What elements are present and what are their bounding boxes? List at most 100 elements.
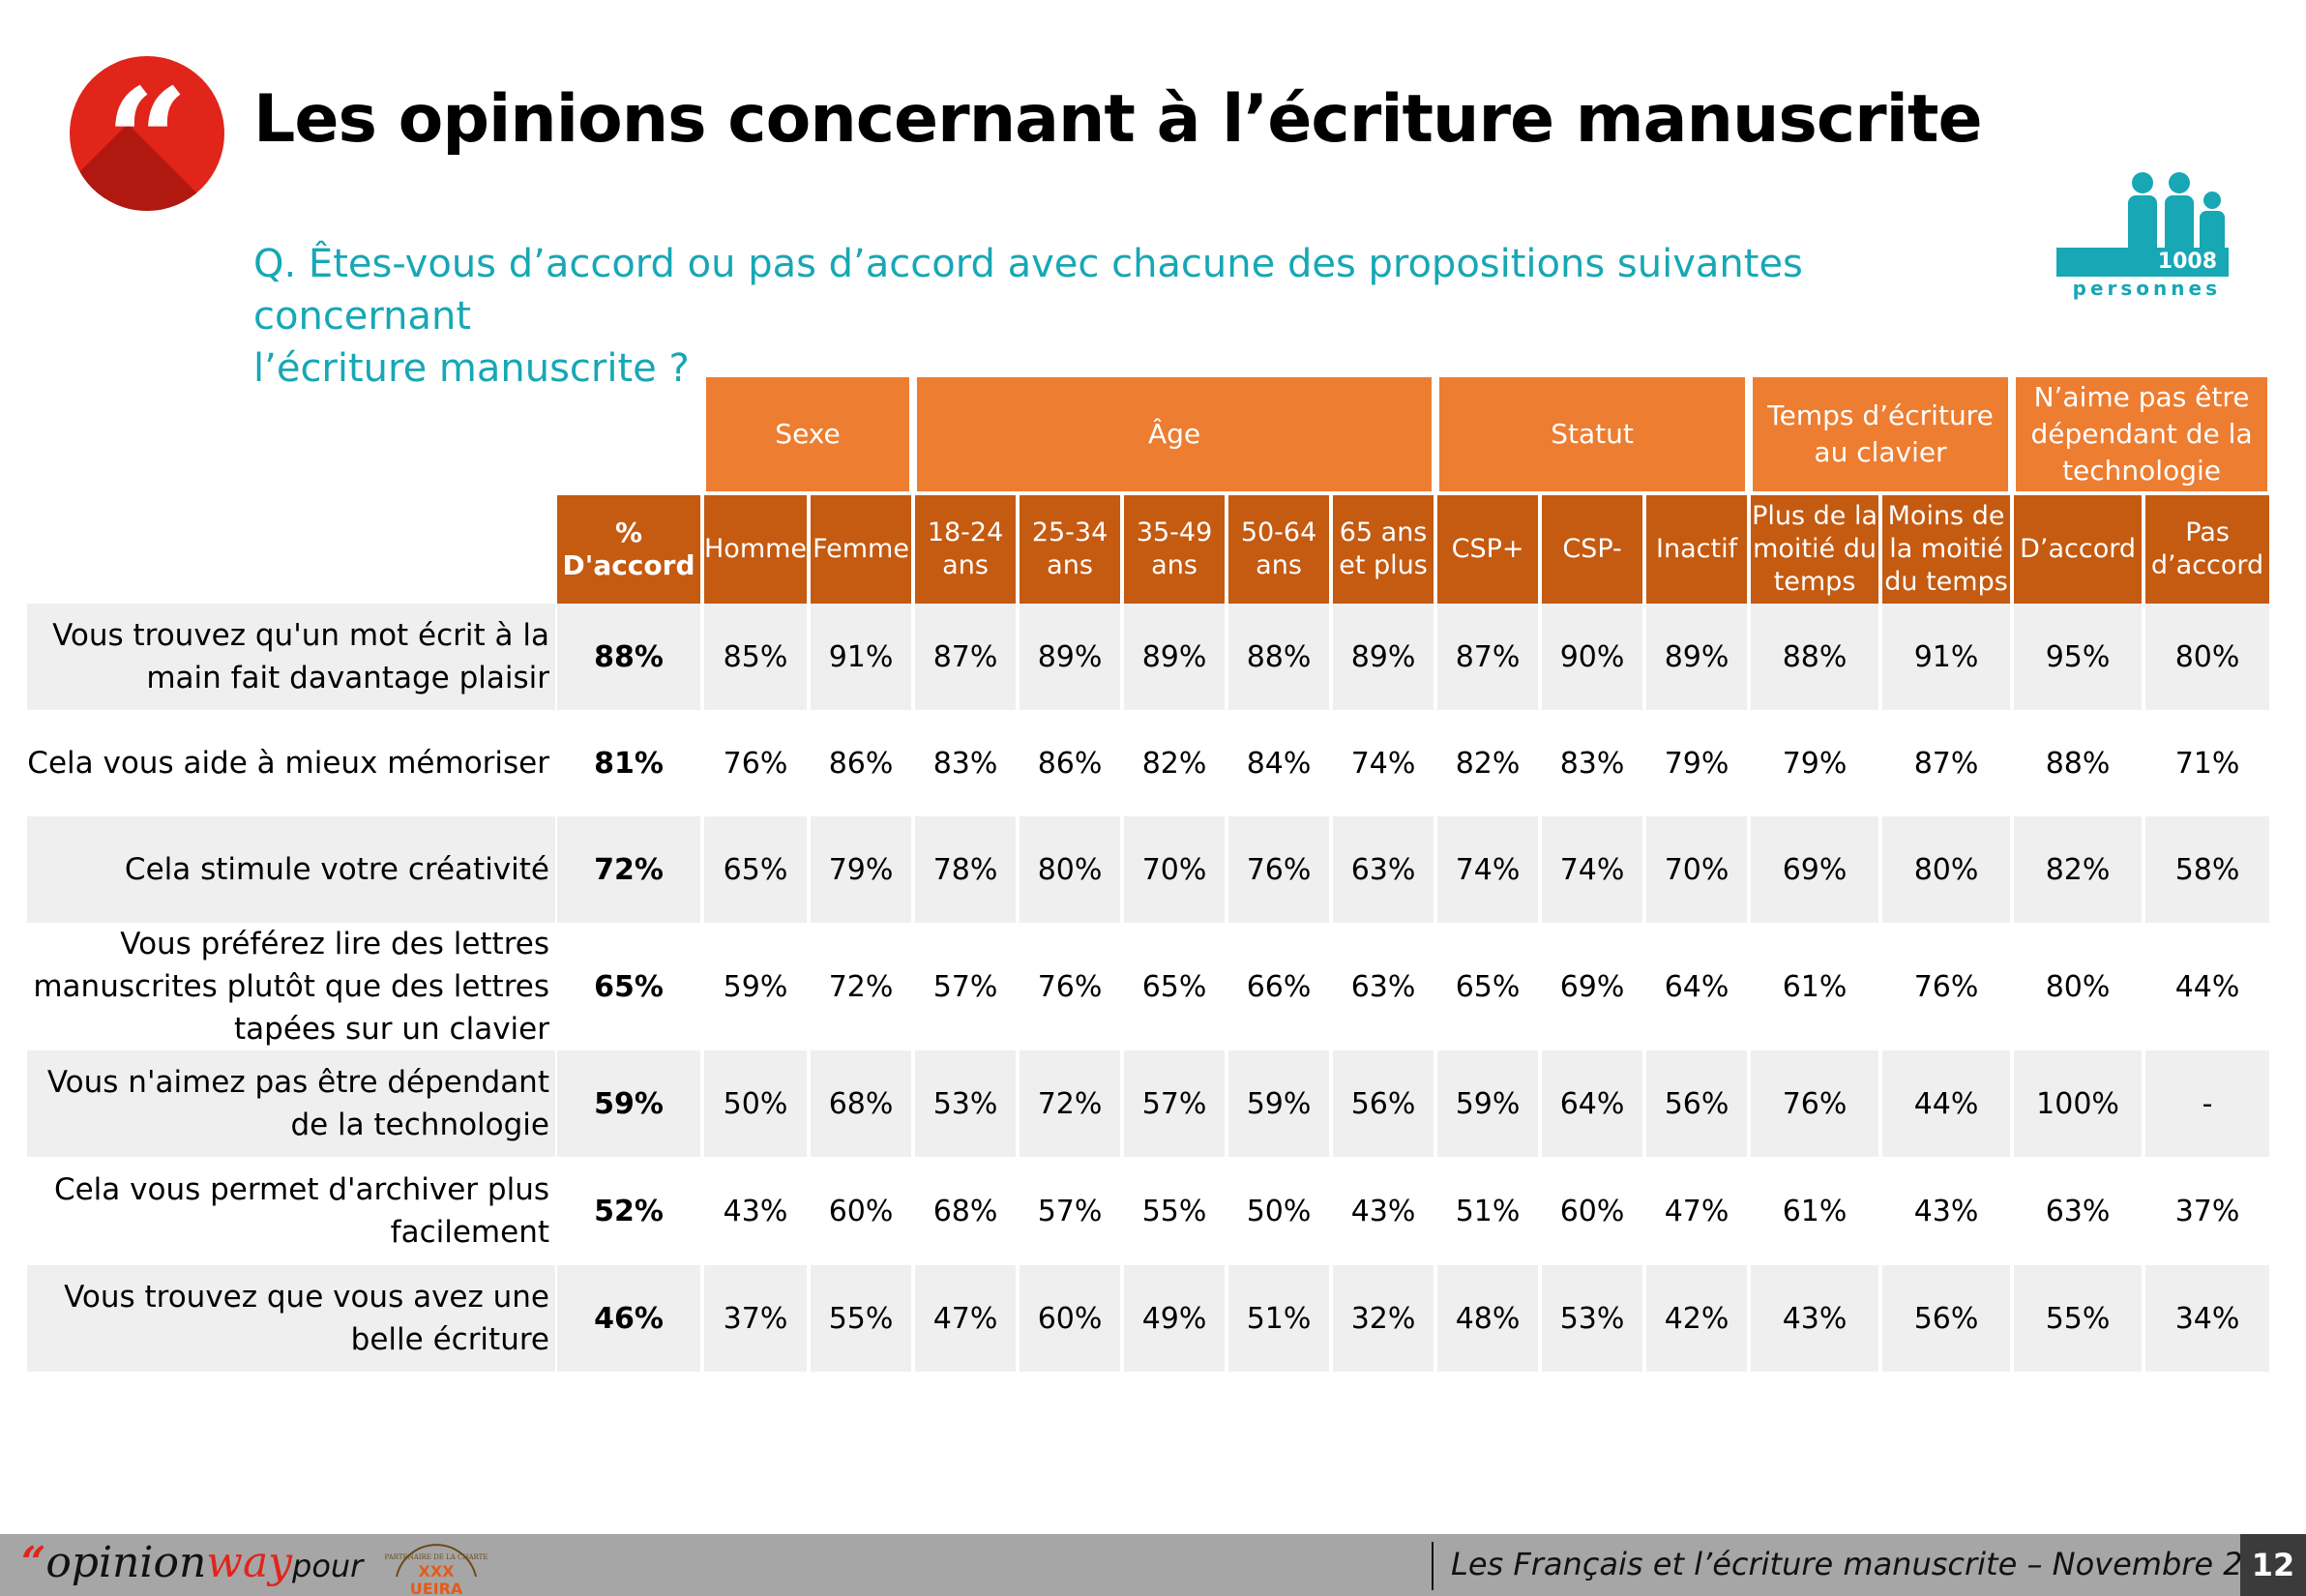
table-cell: 82%: [1122, 710, 1227, 816]
table-cell: 87%: [1435, 604, 1541, 710]
table-cell: 89%: [1331, 604, 1436, 710]
table-cell: 72%: [1018, 1050, 1123, 1157]
partner-logo-arc-text: PARTENAIRE DE LA CHARTE: [385, 1553, 488, 1561]
table-cell: 76%: [1749, 1050, 1881, 1157]
table-cell: 68%: [809, 1050, 914, 1157]
table-cell: 37%: [2143, 1157, 2272, 1265]
column-header: D’accord: [2012, 491, 2144, 604]
table-cell: 44%: [2143, 923, 2272, 1050]
row-label: Vous préférez lire des lettres manuscrit…: [27, 923, 555, 1050]
table-row: Vous trouvez que vous avez une belle écr…: [27, 1265, 2272, 1372]
opinionway-logo: “opinionway: [21, 1538, 293, 1587]
table-cell: 60%: [809, 1157, 914, 1265]
table-cell: 55%: [809, 1265, 914, 1372]
table-cell: 71%: [2143, 710, 2272, 816]
table-cell: 82%: [2012, 816, 2144, 923]
table-cell: 74%: [1540, 816, 1645, 923]
table-cell: 65%: [1122, 923, 1227, 1050]
table-cell: 84%: [1227, 710, 1332, 816]
table-cell: -: [2143, 1050, 2272, 1157]
table-cell: 83%: [913, 710, 1019, 816]
table-cell: 68%: [913, 1157, 1019, 1265]
table-cell: 80%: [1880, 816, 2013, 923]
column-group-header: Statut: [1435, 377, 1750, 491]
column-header: Plus de la moitié du temps: [1749, 491, 1881, 604]
table-cell: 55%: [1122, 1157, 1227, 1265]
table-cell: 76%: [702, 710, 810, 816]
results-table: Sexe Âge Statut Temps d’écriture au clavier…: [27, 377, 2272, 1372]
table-cell: 56%: [1331, 1050, 1436, 1157]
table-cell: 86%: [1018, 710, 1123, 816]
table-cell: 43%: [1749, 1265, 1881, 1372]
table-cell: 87%: [1880, 710, 2013, 816]
column-group-header: Temps d’écriture au clavier: [1749, 377, 2013, 491]
page-number: 12: [2240, 1534, 2306, 1596]
table-cell: 32%: [1331, 1265, 1436, 1372]
table-cell: 57%: [1018, 1157, 1123, 1265]
table-cell: 47%: [1644, 1157, 1750, 1265]
column-header: Pas d’accord: [2143, 491, 2272, 604]
partner-logo: PARTENAIRE DE LA CHARTE XXX UEIRA: [385, 1544, 488, 1596]
table-cell: 66%: [1227, 923, 1332, 1050]
table-row: Cela vous permet d'archiver plus facilem…: [27, 1157, 2272, 1265]
table-cell: 51%: [1227, 1265, 1332, 1372]
column-header: Inactif: [1644, 491, 1750, 604]
total-agree-cell: 81%: [555, 710, 702, 816]
table-cell: 51%: [1435, 1157, 1541, 1265]
table-cell: 90%: [1540, 604, 1645, 710]
table-cell: 47%: [913, 1265, 1019, 1372]
table-cell: 89%: [1018, 604, 1123, 710]
table-cell: 78%: [913, 816, 1019, 923]
row-label: Cela vous permet d'archiver plus facilem…: [27, 1157, 555, 1265]
total-agree-cell: 46%: [555, 1265, 702, 1372]
table-cell: 43%: [1880, 1157, 2013, 1265]
table-cell: 91%: [1880, 604, 2013, 710]
table-cell: 57%: [1122, 1050, 1227, 1157]
total-agree-cell: 65%: [555, 923, 702, 1050]
row-label: Cela vous aide à mieux mémoriser: [27, 710, 555, 816]
table-cell: 50%: [702, 1050, 810, 1157]
footer-bar: “opinionway pour PARTENAIRE DE LA CHARTE…: [0, 1534, 2306, 1596]
row-label: Cela stimule votre créativité: [27, 816, 555, 923]
table-cell: 100%: [2012, 1050, 2144, 1157]
table-cell: 79%: [809, 816, 914, 923]
table-cell: 79%: [1644, 710, 1750, 816]
header-blank: [27, 377, 702, 491]
question-line-2: l’écriture manuscrite ?: [253, 346, 690, 391]
sample-size-value: 1008: [2056, 248, 2229, 277]
table-cell: 87%: [913, 604, 1019, 710]
table-cell: 74%: [1435, 816, 1541, 923]
question-line-1: Q. Êtes-vous d’accord ou pas d’accord av…: [253, 242, 1803, 339]
column-header: Moins de la moitié du temps: [1880, 491, 2013, 604]
table-cell: 56%: [1644, 1050, 1750, 1157]
table-cell: 80%: [2143, 604, 2272, 710]
table-cell: 37%: [702, 1265, 810, 1372]
row-label-header: [27, 491, 555, 604]
survey-question: Q. Êtes-vous d’accord ou pas d’accord av…: [253, 238, 2014, 395]
table-cell: 85%: [702, 604, 810, 710]
table-cell: 88%: [2012, 710, 2144, 816]
table-cell: 76%: [1880, 923, 2013, 1050]
table-cell: 63%: [2012, 1157, 2144, 1265]
column-header: 65 ans et plus: [1331, 491, 1436, 604]
total-agree-cell: 88%: [555, 604, 702, 710]
table-cell: 88%: [1749, 604, 1881, 710]
footer-divider: [1432, 1542, 1434, 1590]
table-cell: 91%: [809, 604, 914, 710]
column-group-header: Âge: [913, 377, 1436, 491]
table-cell: 79%: [1749, 710, 1881, 816]
table-cell: 59%: [1227, 1050, 1332, 1157]
table-cell: 42%: [1644, 1265, 1750, 1372]
pour-label: pour: [292, 1548, 364, 1584]
table-cell: 50%: [1227, 1157, 1332, 1265]
column-header: 35-49 ans: [1122, 491, 1227, 604]
column-header: CSP+: [1435, 491, 1541, 604]
table-cell: 61%: [1749, 923, 1881, 1050]
table-cell: 64%: [1540, 1050, 1645, 1157]
column-header: 50-64 ans: [1227, 491, 1332, 604]
table-cell: 69%: [1540, 923, 1645, 1050]
total-agree-cell: 52%: [555, 1157, 702, 1265]
table-cell: 63%: [1331, 816, 1436, 923]
table-cell: 60%: [1540, 1157, 1645, 1265]
column-header: 18-24 ans: [913, 491, 1019, 604]
